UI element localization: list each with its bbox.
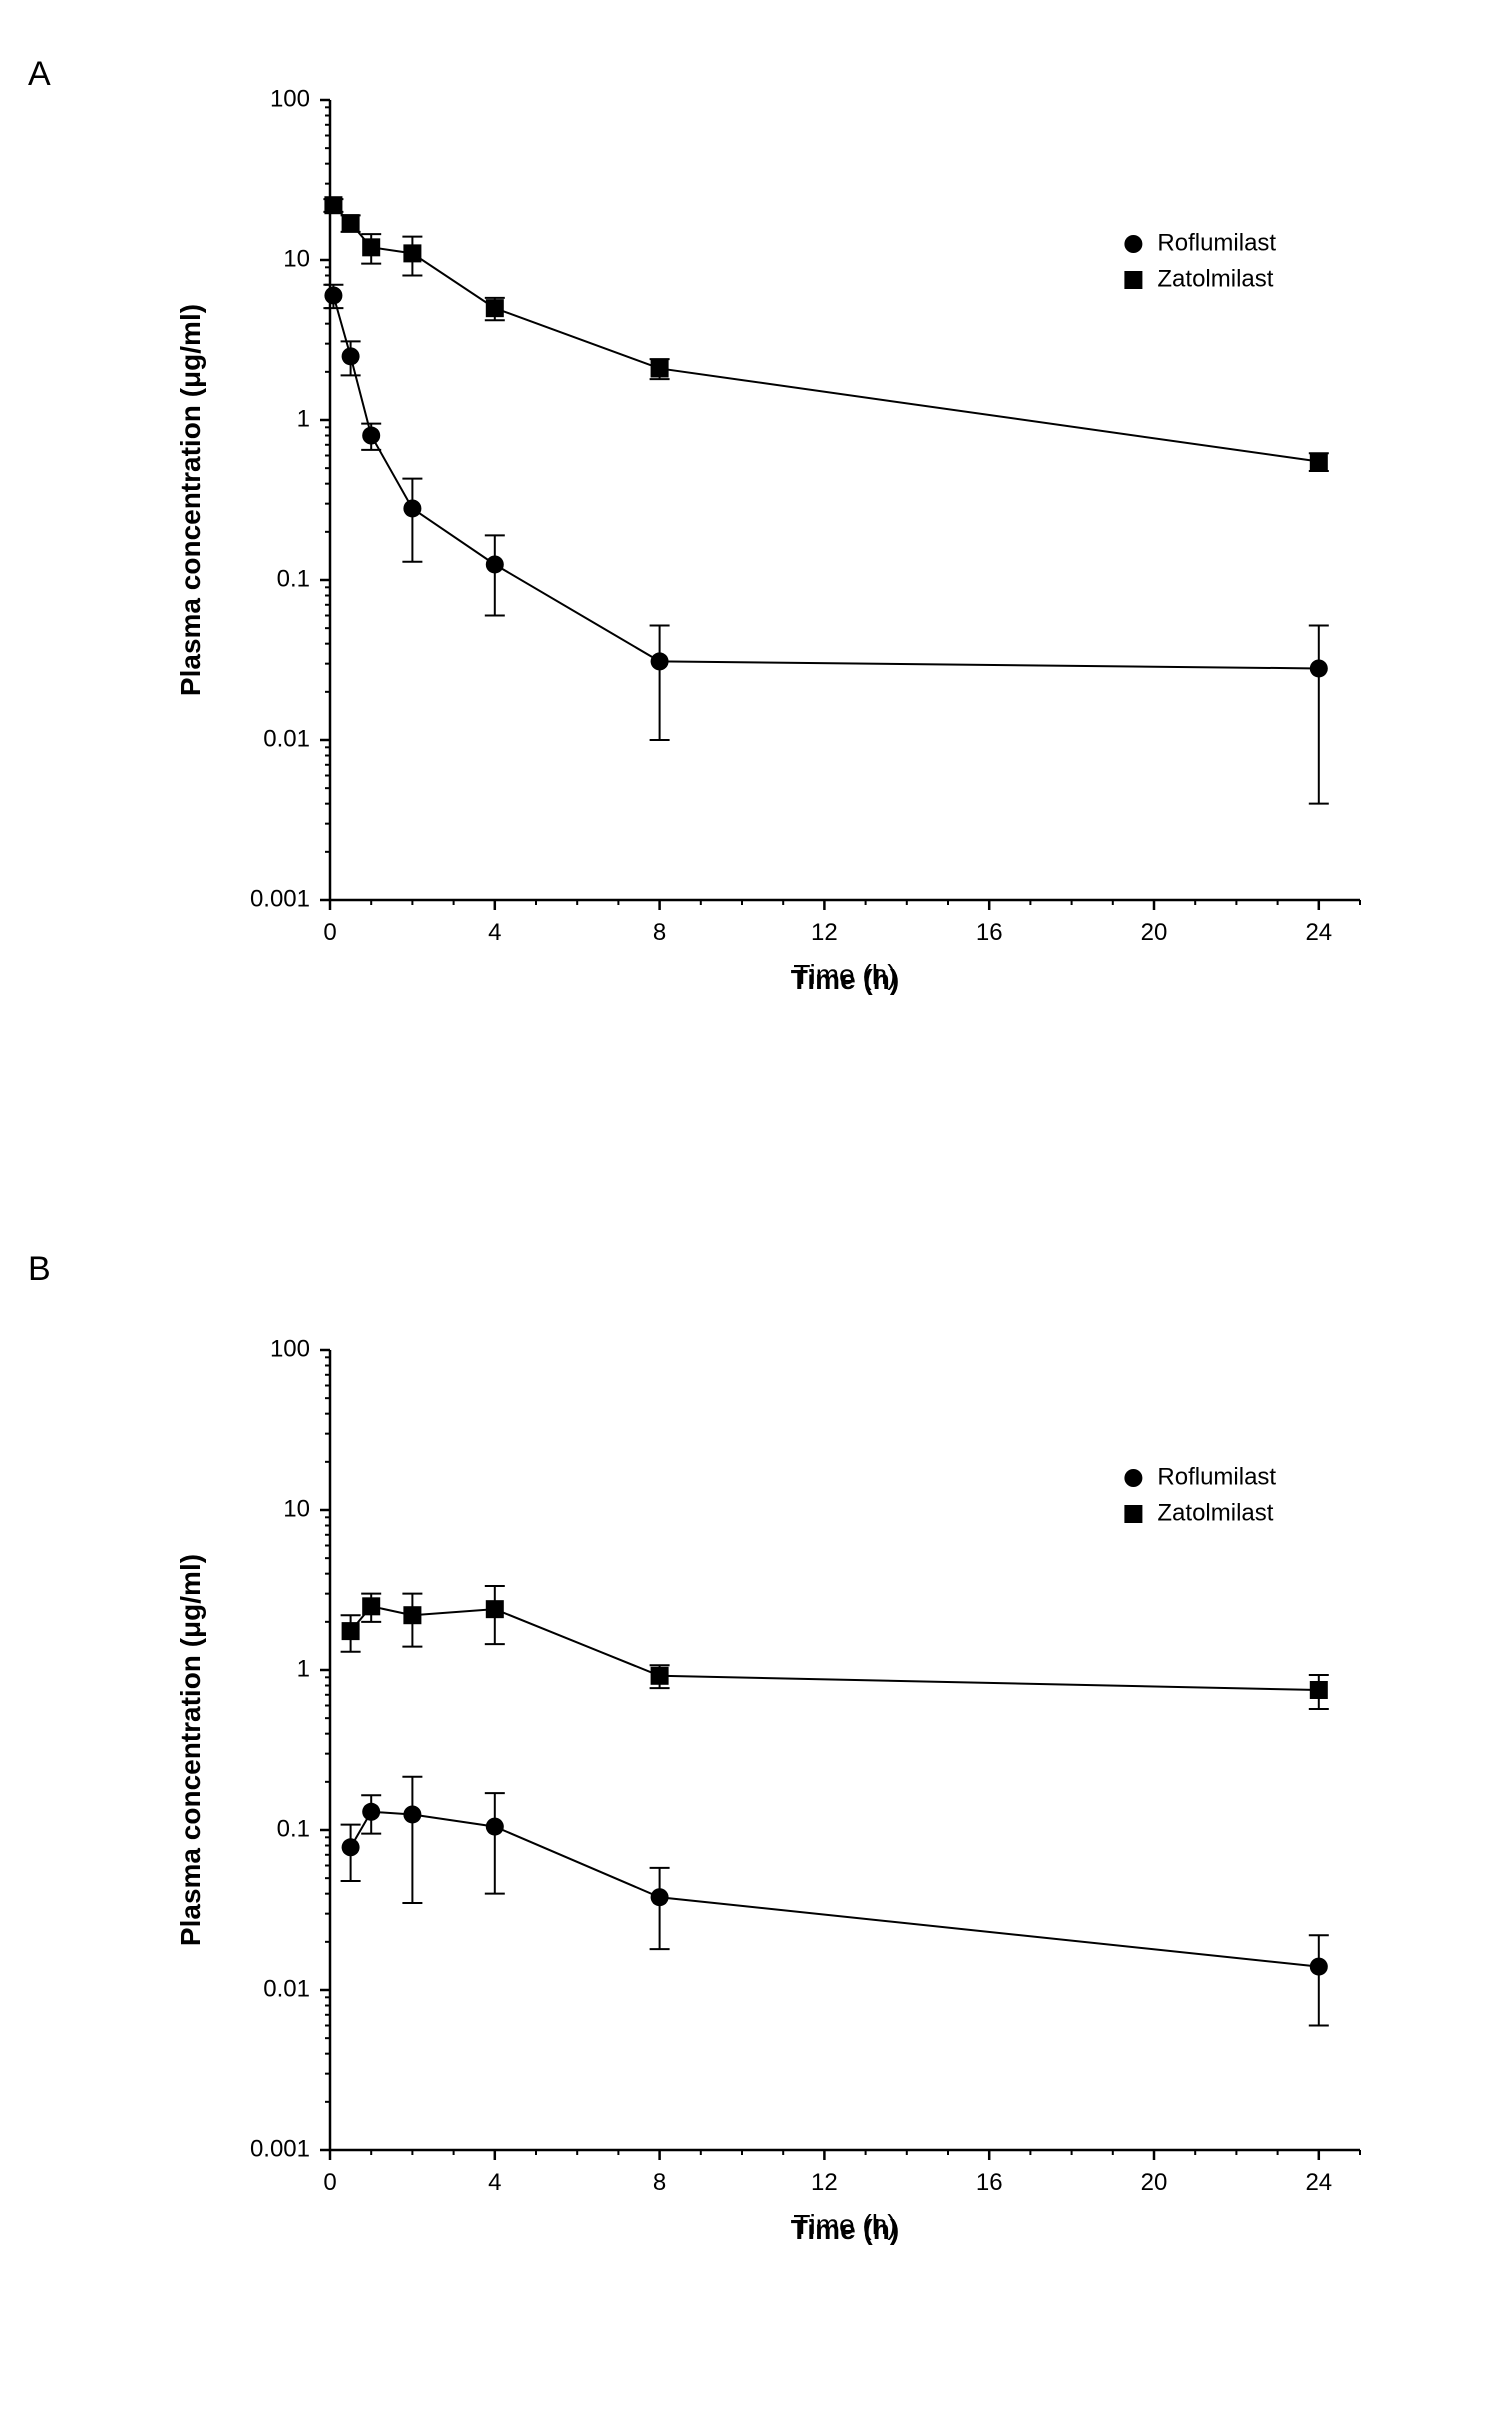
svg-text:Roflumilast: Roflumilast <box>1157 1463 1276 1490</box>
svg-text:16: 16 <box>976 2169 1003 2196</box>
svg-text:Time (h): Time (h) <box>791 964 899 995</box>
svg-text:12: 12 <box>811 919 838 946</box>
svg-text:Zatolmilast: Zatolmilast <box>1157 265 1273 292</box>
svg-text:0.001: 0.001 <box>250 885 310 912</box>
svg-text:20: 20 <box>1141 919 1168 946</box>
svg-text:Roflumilast: Roflumilast <box>1157 229 1276 256</box>
svg-text:0.1: 0.1 <box>277 565 310 592</box>
svg-text:1: 1 <box>297 1655 310 1682</box>
svg-text:0.001: 0.001 <box>250 2135 310 2162</box>
chart-B: 0 4 8 12 16 20 24 0.001 0.01 0.1 1 10 100 Time (h) Pla… <box>150 1320 1400 2280</box>
svg-text:0.01: 0.01 <box>263 1975 310 2002</box>
svg-text:4: 4 <box>488 919 501 946</box>
svg-text:10: 10 <box>283 1495 310 1522</box>
svg-text:Plasma concentration (μg/ml): Plasma concentration (μg/ml) <box>175 1554 206 1946</box>
svg-text:24: 24 <box>1305 2169 1332 2196</box>
svg-text:10: 10 <box>283 245 310 272</box>
svg-text:24: 24 <box>1305 919 1332 946</box>
panel-label-A: A <box>28 55 51 94</box>
svg-text:Zatolmilast: Zatolmilast <box>1157 1499 1273 1526</box>
svg-text:12: 12 <box>811 2169 838 2196</box>
svg-text:0: 0 <box>323 2169 336 2196</box>
svg-text:8: 8 <box>653 919 666 946</box>
svg-text:4: 4 <box>488 2169 501 2196</box>
svg-text:100: 100 <box>270 1335 310 1362</box>
svg-text:0: 0 <box>323 919 336 946</box>
svg-text:8: 8 <box>653 2169 666 2196</box>
svg-text:Plasma concentration (μg/ml): Plasma concentration (μg/ml) <box>175 304 206 696</box>
svg-text:16: 16 <box>976 919 1003 946</box>
svg-text:100: 100 <box>270 85 310 112</box>
svg-text:20: 20 <box>1141 2169 1168 2196</box>
svg-text:0.01: 0.01 <box>263 725 310 752</box>
chart-A: 0 4 8 12 16 20 24 0.001 0.01 0.1 1 10 100 Time (h) Pla… <box>150 70 1400 1030</box>
svg-text:1: 1 <box>297 405 310 432</box>
svg-text:Time (h): Time (h) <box>791 2214 899 2245</box>
page: A 048121620240.0010.010.1110100Time (h)P… <box>0 0 1489 2409</box>
panel-label-B: B <box>28 1250 51 1289</box>
svg-text:0.1: 0.1 <box>277 1815 310 1842</box>
